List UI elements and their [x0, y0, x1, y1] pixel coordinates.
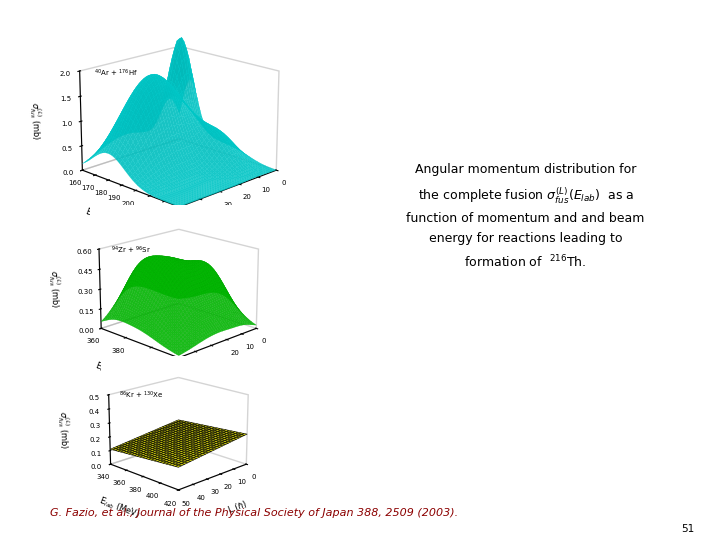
Text: G. Fazio, et al., Journal of the Physical Society of Japan 388, 2509 (2003).: G. Fazio, et al., Journal of the Physica…: [50, 508, 459, 518]
X-axis label: L (ℏ): L (ℏ): [243, 211, 264, 226]
Text: $^{94}$Zr + $^{96}$Sr: $^{94}$Zr + $^{96}$Sr: [111, 245, 151, 256]
X-axis label: L (ℏ): L (ℏ): [227, 500, 248, 515]
Text: 51: 51: [682, 524, 695, 534]
Y-axis label: E$_{lab}$ (MeV): E$_{lab}$ (MeV): [97, 494, 142, 521]
Y-axis label: E$_{lab}$ (MeV): E$_{lab}$ (MeV): [93, 360, 138, 387]
Text: $^{86}$Kr + $^{130}$Xe: $^{86}$Kr + $^{130}$Xe: [119, 390, 163, 401]
Text: Angular momentum distribution for
the complete fusion $\sigma_{fus}^{(L)}$($E_{l: Angular momentum distribution for the co…: [406, 163, 645, 270]
X-axis label: L (ℏ): L (ℏ): [232, 366, 253, 381]
Y-axis label: E$_{lab}$ (MeV): E$_{lab}$ (MeV): [83, 205, 128, 232]
Text: $^{40}$Ar + $^{176}$Hf: $^{40}$Ar + $^{176}$Hf: [94, 68, 138, 79]
